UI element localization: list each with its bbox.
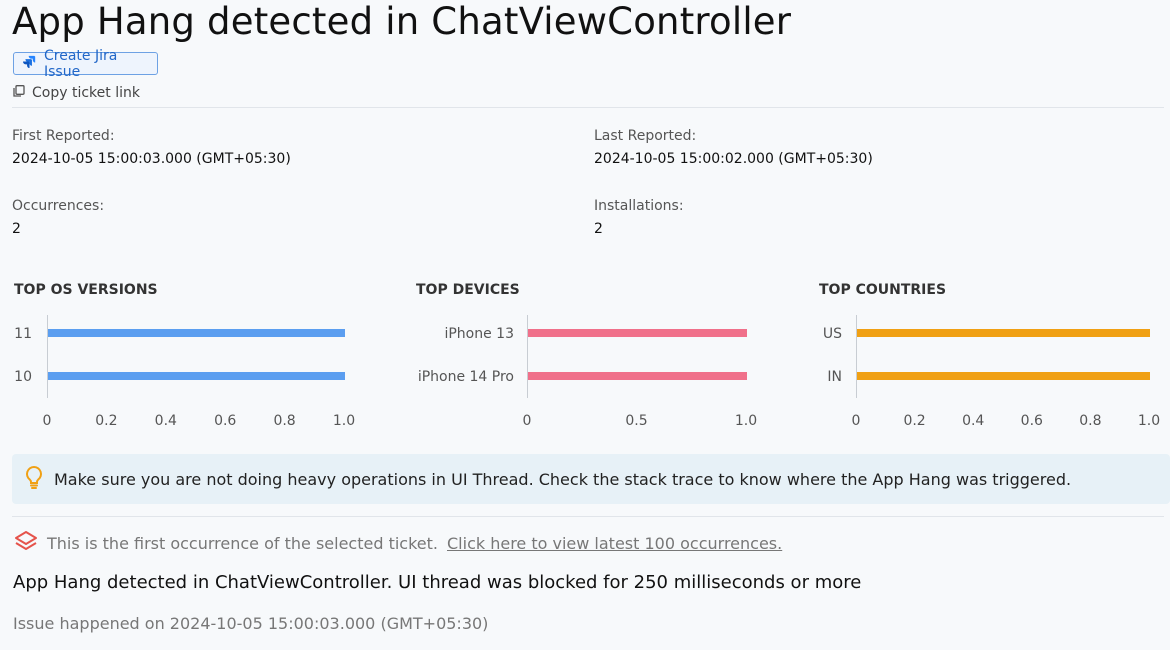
tick-label: 0 [852,413,861,429]
installations-value: 2 [594,221,603,237]
tick-label: 0.8 [1079,413,1101,429]
page-title: App Hang detected in ChatViewController [12,0,792,43]
bar [857,372,1150,380]
tick-label: 1.0 [735,413,757,429]
category-label: 11 [14,326,32,342]
tip-banner: Make sure you are not doing heavy operat… [12,454,1170,504]
category-label: 10 [14,369,32,385]
jira-icon [23,55,36,72]
occurrences-value: 2 [12,221,21,237]
copy-ticket-link[interactable]: Copy ticket link [13,85,140,101]
tick-label: 0.6 [1021,413,1043,429]
create-jira-issue-label: Create Jira Issue [44,47,118,80]
lightbulb-icon [23,465,45,493]
tick-label: 0.2 [95,413,117,429]
first-occurrence-notice: This is the first occurrence of the sele… [14,529,782,557]
tick-label: 0 [43,413,52,429]
tick-label: 1.0 [1138,413,1160,429]
tick-label: 0.8 [273,413,295,429]
bar [48,372,345,380]
issue-message: App Hang detected in ChatViewController.… [13,572,862,593]
top-devices-chart: TOP DEVICES iPhone 13 iPhone 14 Pro 0 0.5 1.… [414,280,774,430]
tick-label: 1.0 [333,413,355,429]
issue-happened-on: Issue happened on 2024-10-05 15:00:03.00… [13,614,489,633]
divider [12,516,1164,517]
first-occurrence-text: This is the first occurrence of the sele… [47,533,438,553]
bar [528,329,747,337]
installations-label: Installations: [594,198,684,214]
tick-label: 0.5 [625,413,647,429]
first-reported-value: 2024-10-05 15:00:03.000 (GMT+05:30) [12,151,291,167]
create-jira-issue-button[interactable]: Create Jira Issue [13,48,158,80]
copy-ticket-link-label: Copy ticket link [32,85,140,101]
occurrences-label: Occurrences: [12,198,105,214]
chart-title: TOP OS VERSIONS [14,282,158,298]
bar [857,329,1150,337]
last-reported-label: Last Reported: [594,128,697,144]
tick-label: 0.6 [214,413,236,429]
tip-text: Make sure you are not doing heavy operat… [54,469,1072,489]
category-label: iPhone 13 [444,326,514,342]
bar [528,372,747,380]
layers-icon [14,529,38,557]
category-label: IN [827,369,842,385]
tick-label: 0.4 [962,413,984,429]
bar [48,329,345,337]
top-countries-chart: TOP COUNTRIES US IN 0 0.2 0.4 0.6 0.8 1.0 [817,280,1167,430]
last-reported-value: 2024-10-05 15:00:02.000 (GMT+05:30) [594,151,873,167]
chart-plot: US IN 0 0.2 0.4 0.6 0.8 1.0 [823,315,1160,429]
tick-label: 0 [523,413,532,429]
chart-plot: 11 10 0 0.2 0.4 0.6 0.8 1.0 [14,315,355,429]
chart-plot: iPhone 13 iPhone 14 Pro 0 0.5 1.0 [418,315,757,429]
tick-label: 0.4 [155,413,177,429]
tick-label: 0.2 [903,413,925,429]
chart-title: TOP DEVICES [416,282,520,298]
chart-title: TOP COUNTRIES [819,282,947,298]
first-reported-label: First Reported: [12,128,115,144]
divider [12,107,1164,108]
category-label: US [823,326,842,342]
top-os-versions-chart: TOP OS VERSIONS 11 10 0 0.2 0.4 0.6 0.8 1.0 [12,280,372,430]
category-label: iPhone 14 Pro [418,369,514,385]
copy-icon [13,85,25,101]
view-latest-occurrences-link[interactable]: Click here to view latest 100 occurrence… [447,533,783,553]
